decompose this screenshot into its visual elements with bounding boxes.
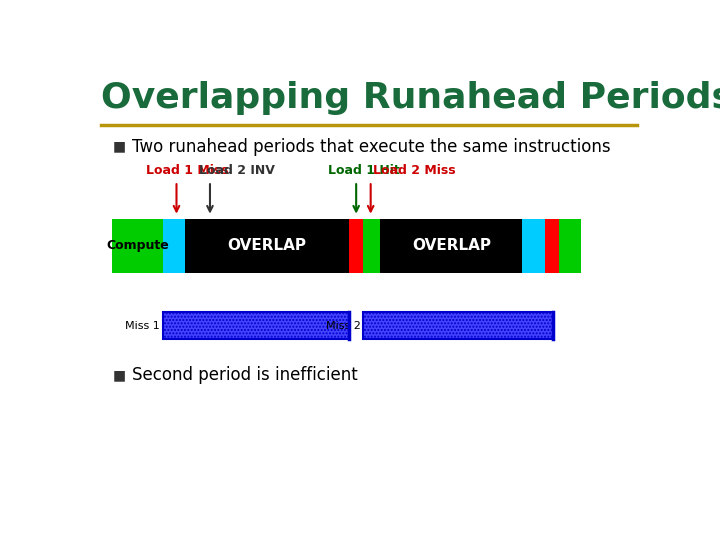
Bar [364, 312, 553, 339]
Bar [559, 219, 581, 273]
Bar [163, 312, 349, 339]
Text: Load 1 Hit: Load 1 Hit [328, 164, 400, 177]
Bar [112, 219, 163, 273]
Text: Load 2 Miss: Load 2 Miss [374, 164, 456, 177]
Bar [185, 219, 349, 273]
Bar [349, 219, 364, 273]
Text: OVERLAP: OVERLAP [412, 238, 491, 253]
Text: OVERLAP: OVERLAP [228, 238, 307, 253]
Bar [163, 219, 185, 273]
Bar [523, 219, 545, 273]
Text: Compute: Compute [106, 239, 168, 252]
Bar [364, 219, 380, 273]
Text: Overlapping Runahead Periods: Overlapping Runahead Periods [101, 82, 720, 116]
Text: ■: ■ [112, 368, 125, 382]
Text: Second period is inefficient: Second period is inefficient [132, 366, 358, 384]
Bar [380, 219, 523, 273]
Text: Load 2 INV: Load 2 INV [199, 164, 275, 177]
Text: Two runahead periods that execute the same instructions: Two runahead periods that execute the sa… [132, 138, 611, 156]
Text: Miss 1: Miss 1 [125, 321, 160, 330]
Text: Miss 2: Miss 2 [325, 321, 361, 330]
Bar [364, 312, 553, 339]
Bar [545, 219, 559, 273]
Text: ■: ■ [112, 140, 125, 154]
Text: Load 1 Miss: Load 1 Miss [145, 164, 228, 177]
Bar [163, 312, 349, 339]
